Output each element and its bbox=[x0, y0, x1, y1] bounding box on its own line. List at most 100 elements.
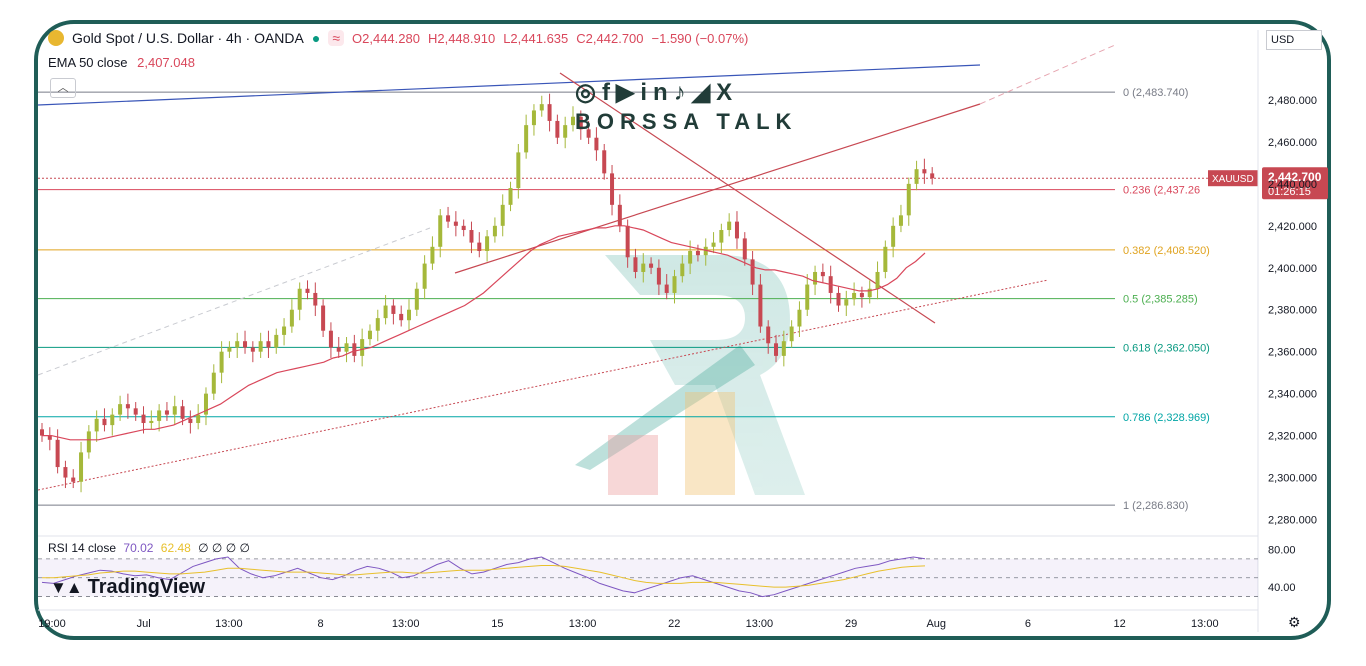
candle-body[interactable] bbox=[367, 330, 372, 340]
candle-body[interactable] bbox=[297, 288, 302, 310]
candle-body[interactable] bbox=[875, 271, 880, 289]
candle-body[interactable] bbox=[594, 137, 599, 151]
candle-body[interactable] bbox=[859, 292, 864, 298]
candle-body[interactable] bbox=[711, 242, 716, 247]
candle-body[interactable] bbox=[891, 225, 896, 247]
candle-body[interactable] bbox=[820, 271, 825, 277]
candle-body[interactable] bbox=[336, 347, 341, 352]
candle-body[interactable] bbox=[250, 347, 255, 352]
candle-body[interactable] bbox=[766, 326, 771, 344]
candle-body[interactable] bbox=[102, 418, 107, 426]
ema-legend[interactable]: EMA 50 close 2,407.048 bbox=[48, 55, 195, 70]
candle-body[interactable] bbox=[813, 271, 818, 285]
candle-body[interactable] bbox=[203, 393, 208, 415]
candle-body[interactable] bbox=[477, 242, 482, 251]
candle-body[interactable] bbox=[883, 246, 888, 272]
candle-body[interactable] bbox=[383, 305, 388, 319]
candle-body[interactable] bbox=[399, 313, 404, 321]
candle-body[interactable] bbox=[774, 343, 779, 356]
candle-body[interactable] bbox=[352, 343, 357, 356]
candle-body[interactable] bbox=[313, 292, 318, 306]
candle-body[interactable] bbox=[321, 305, 326, 331]
candle-body[interactable] bbox=[461, 225, 466, 231]
candle-body[interactable] bbox=[500, 204, 505, 226]
candle-body[interactable] bbox=[110, 414, 115, 426]
candle-body[interactable] bbox=[344, 343, 349, 352]
candle-body[interactable] bbox=[243, 341, 248, 348]
candle-body[interactable] bbox=[266, 341, 271, 348]
candle-body[interactable] bbox=[649, 263, 654, 268]
candle-body[interactable] bbox=[625, 225, 630, 258]
candle-body[interactable] bbox=[844, 299, 849, 306]
candle-body[interactable] bbox=[63, 467, 68, 478]
candle-body[interactable] bbox=[274, 334, 279, 348]
channel-line[interactable] bbox=[454, 103, 981, 274]
candle-body[interactable] bbox=[211, 372, 216, 394]
candle-body[interactable] bbox=[430, 246, 435, 264]
upper-trend-line[interactable] bbox=[37, 64, 981, 106]
candle-body[interactable] bbox=[172, 406, 177, 415]
candle-body[interactable] bbox=[641, 263, 646, 272]
candle-body[interactable] bbox=[617, 204, 622, 226]
candle-body[interactable] bbox=[867, 288, 872, 298]
candle-body[interactable] bbox=[71, 477, 76, 482]
support-trend-line[interactable] bbox=[37, 279, 1049, 491]
candle-body[interactable] bbox=[781, 341, 786, 356]
candle-body[interactable] bbox=[485, 236, 490, 251]
candle-body[interactable] bbox=[680, 263, 685, 277]
candle-body[interactable] bbox=[563, 125, 568, 138]
candle-body[interactable] bbox=[188, 418, 193, 424]
candle-body[interactable] bbox=[836, 292, 841, 306]
candle-body[interactable] bbox=[688, 250, 693, 264]
candle-body[interactable] bbox=[555, 120, 560, 138]
candle-body[interactable] bbox=[79, 452, 84, 482]
candle-body[interactable] bbox=[610, 173, 615, 205]
candle-body[interactable] bbox=[930, 173, 935, 179]
ema50-line[interactable] bbox=[42, 225, 926, 441]
currency-selector[interactable]: USD bbox=[1266, 30, 1322, 50]
symbol-title[interactable]: Gold Spot / U.S. Dollar · 4h · OANDA bbox=[72, 30, 304, 46]
candle-body[interactable] bbox=[305, 288, 310, 293]
candle-body[interactable] bbox=[149, 420, 154, 424]
candle-body[interactable] bbox=[141, 414, 146, 424]
candle-body[interactable] bbox=[492, 225, 497, 237]
candle-body[interactable] bbox=[898, 215, 903, 226]
candle-body[interactable] bbox=[227, 347, 232, 352]
candle-body[interactable] bbox=[469, 230, 474, 243]
candle-body[interactable] bbox=[508, 188, 513, 205]
indicator-toggle-icon[interactable]: ≈ bbox=[328, 30, 345, 46]
candle-body[interactable] bbox=[446, 215, 451, 222]
candle-body[interactable] bbox=[164, 410, 169, 415]
candle-body[interactable] bbox=[282, 326, 287, 335]
collapse-legend-button[interactable]: ︿ bbox=[50, 78, 76, 98]
candle-body[interactable] bbox=[797, 309, 802, 327]
candle-body[interactable] bbox=[258, 341, 263, 352]
candle-body[interactable] bbox=[547, 104, 552, 121]
candle-body[interactable] bbox=[55, 439, 60, 468]
candle-body[interactable] bbox=[86, 431, 91, 453]
candle-body[interactable] bbox=[407, 309, 412, 321]
candle-body[interactable] bbox=[531, 110, 536, 126]
candle-body[interactable] bbox=[157, 410, 162, 421]
candle-body[interactable] bbox=[360, 339, 365, 356]
settings-gear-icon[interactable]: ⚙ bbox=[1288, 614, 1301, 630]
candle-body[interactable] bbox=[47, 435, 52, 440]
candle-body[interactable] bbox=[539, 104, 544, 111]
candle-body[interactable] bbox=[196, 414, 201, 424]
down-trend-line[interactable] bbox=[559, 72, 936, 324]
candle-body[interactable] bbox=[375, 318, 380, 331]
candle-body[interactable] bbox=[133, 408, 138, 415]
candle-body[interactable] bbox=[118, 404, 123, 415]
rsi-ma-line[interactable] bbox=[42, 565, 926, 588]
candle-body[interactable] bbox=[586, 129, 591, 138]
candle-body[interactable] bbox=[672, 276, 677, 293]
candle-body[interactable] bbox=[328, 330, 333, 348]
candle-body[interactable] bbox=[219, 351, 224, 373]
candle-body[interactable] bbox=[570, 116, 575, 126]
candle-body[interactable] bbox=[703, 246, 708, 256]
candle-body[interactable] bbox=[391, 305, 396, 314]
candle-body[interactable] bbox=[906, 183, 911, 216]
candle-body[interactable] bbox=[750, 259, 755, 285]
candle-body[interactable] bbox=[633, 257, 638, 272]
